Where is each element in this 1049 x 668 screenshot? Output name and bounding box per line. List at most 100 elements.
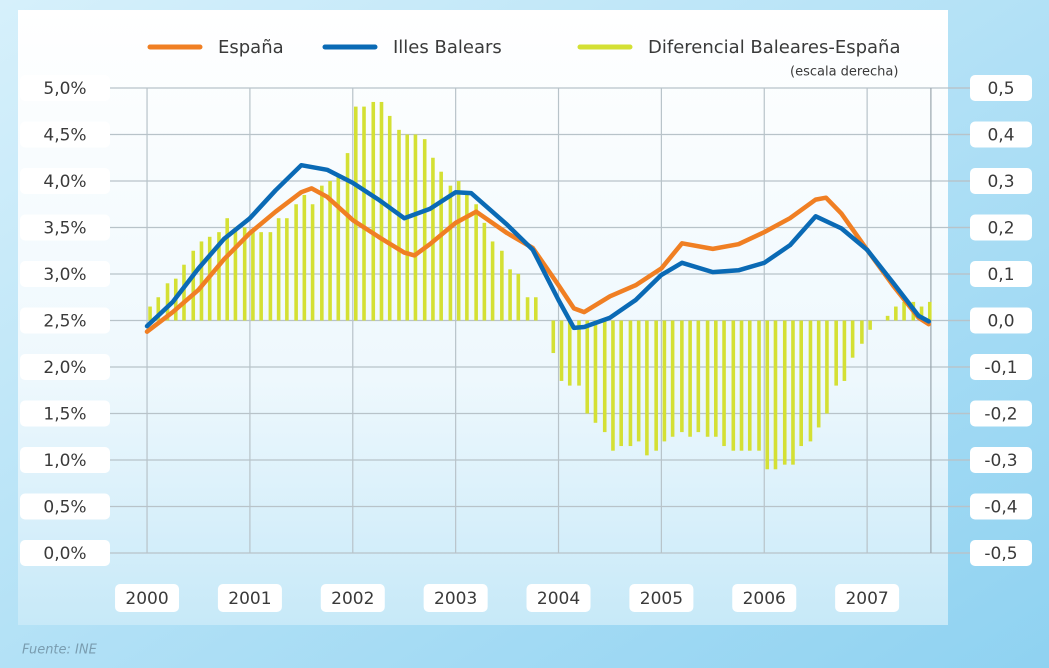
y2-tick-box <box>970 307 1032 334</box>
x-tick-box <box>217 584 282 612</box>
bar <box>585 320 590 414</box>
bar <box>688 320 692 437</box>
bar <box>919 306 924 321</box>
bar <box>379 101 384 321</box>
y2-tick-box <box>970 121 1032 148</box>
bar <box>705 320 710 437</box>
bar <box>834 320 838 386</box>
bar <box>577 320 581 386</box>
y-tick-label: 3,5% <box>43 219 86 239</box>
bar <box>182 264 186 321</box>
y-tick-label: 5,0% <box>43 79 86 99</box>
bar <box>448 185 453 321</box>
bar <box>714 320 718 437</box>
bar <box>842 320 847 381</box>
bar <box>696 320 701 433</box>
y2-tick-box <box>970 75 1032 101</box>
y-tick-label: 0,0% <box>43 544 86 564</box>
y2-tick-box <box>970 400 1032 427</box>
bar <box>242 227 247 321</box>
bar <box>490 241 495 321</box>
y2-tick-label: -0,5 <box>984 544 1017 564</box>
y2-tick-box <box>970 168 1032 194</box>
bar <box>156 297 161 321</box>
y2-tick-label: -0,3 <box>984 451 1017 471</box>
y-tick-box <box>20 214 110 241</box>
y-tick-box <box>20 121 110 148</box>
bar <box>765 320 770 470</box>
bar <box>439 171 443 321</box>
x-tick-box <box>526 584 591 612</box>
source-note: Fuente: INE <box>22 643 98 658</box>
x-tick-label: 2000 <box>125 589 168 609</box>
bar <box>474 204 478 321</box>
y-tick-label: 2,5% <box>43 312 86 332</box>
bar <box>302 194 307 321</box>
bar <box>722 320 726 447</box>
bar <box>894 306 898 321</box>
bar <box>500 250 504 321</box>
bar <box>353 106 358 321</box>
bar <box>680 320 684 433</box>
bar <box>885 315 890 321</box>
bar <box>611 320 615 451</box>
y2-tick-box <box>970 447 1032 473</box>
bar <box>251 232 255 321</box>
bar <box>276 218 281 321</box>
y-tick-box <box>20 540 110 566</box>
bar <box>387 115 392 321</box>
y-tick-box <box>20 354 110 380</box>
bar <box>927 301 932 321</box>
bar <box>791 320 795 465</box>
bar <box>825 320 829 414</box>
y2-tick-box <box>970 261 1032 287</box>
bar <box>294 204 298 321</box>
bar <box>233 227 238 321</box>
y2-tick-label: -0,2 <box>984 405 1017 425</box>
bar <box>465 194 469 321</box>
y-tick-box <box>20 168 110 194</box>
y2-tick-label: 0,1 <box>987 265 1014 285</box>
bar <box>534 297 538 321</box>
x-tick-box <box>320 584 385 612</box>
bar <box>782 320 787 465</box>
y2-tick-box <box>970 354 1032 380</box>
bar <box>799 320 803 447</box>
line <box>144 162 932 331</box>
bar <box>593 320 598 423</box>
bar <box>747 320 752 451</box>
x-tick-label: 2007 <box>845 589 888 609</box>
bar <box>567 320 572 386</box>
bar <box>757 320 761 451</box>
bar <box>482 222 487 321</box>
x-tick-label: 2003 <box>434 589 477 609</box>
x-tick-box <box>835 584 900 612</box>
y-tick-label: 4,0% <box>43 172 86 192</box>
bar <box>345 153 350 321</box>
y-tick-box <box>20 307 110 334</box>
bar <box>850 320 855 358</box>
y2-tick-label: 0,2 <box>987 219 1014 239</box>
y-tick-label: 0,5% <box>43 498 86 518</box>
bar <box>739 320 744 451</box>
y-tick-label: 1,0% <box>43 451 86 471</box>
x-tick-label: 2001 <box>228 589 271 609</box>
bar <box>397 129 401 321</box>
bar <box>628 320 633 447</box>
bar <box>413 134 418 321</box>
y2-tick-label: -0,4 <box>984 498 1017 518</box>
bar <box>508 269 512 321</box>
x-tick-label: 2002 <box>331 589 374 609</box>
bar <box>619 320 623 447</box>
bar <box>731 320 736 451</box>
bar <box>362 106 366 321</box>
bar <box>405 134 410 321</box>
bar <box>551 320 556 354</box>
bar <box>259 232 263 321</box>
bar <box>320 185 324 321</box>
y-tick-box <box>20 400 110 427</box>
bar <box>310 204 315 321</box>
bar <box>525 297 530 321</box>
